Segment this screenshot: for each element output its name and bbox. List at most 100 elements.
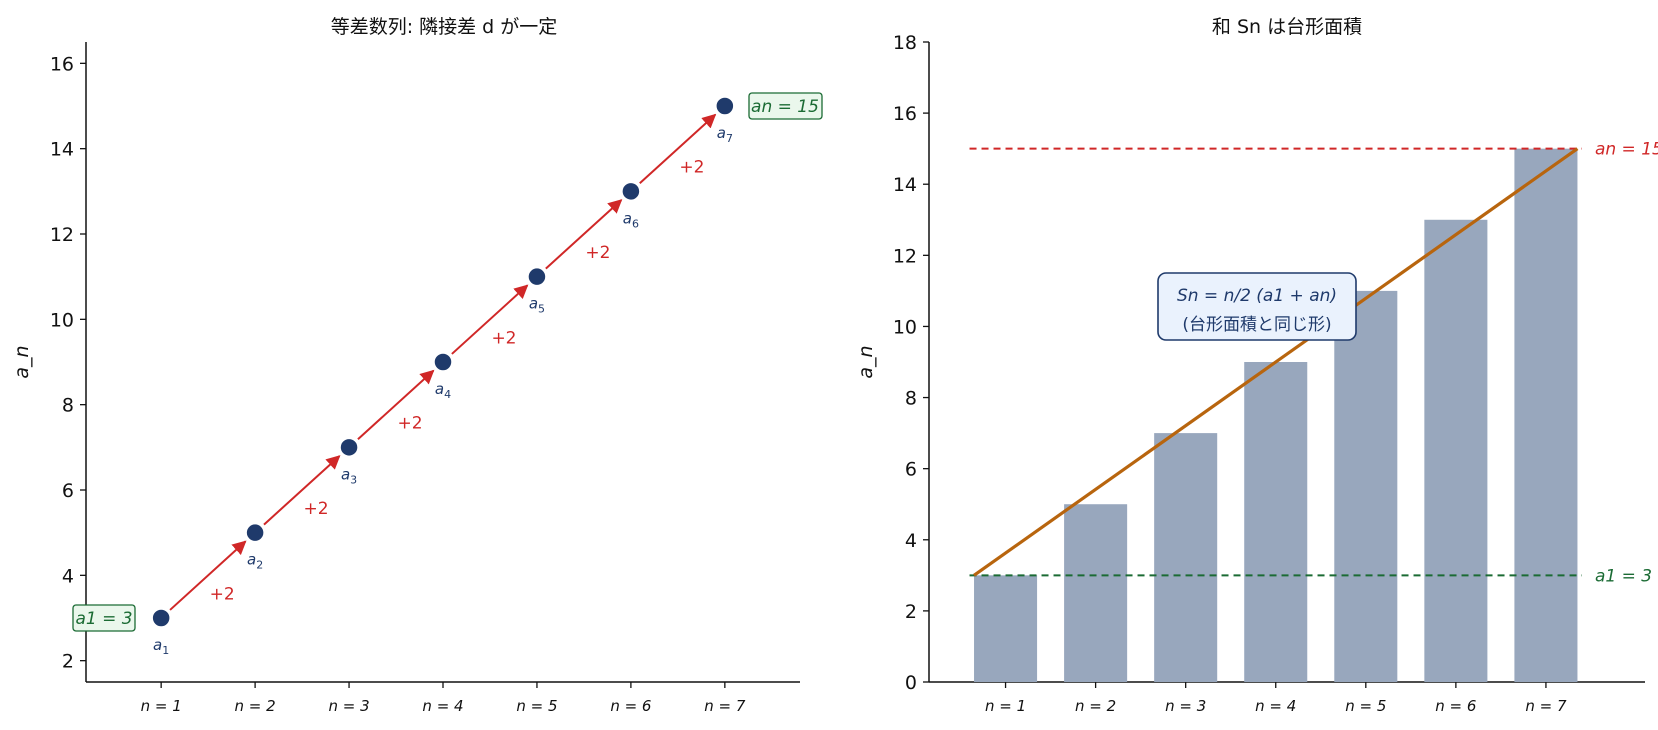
right-y-tick-label: 6 xyxy=(905,459,917,481)
sequence-point xyxy=(527,266,547,287)
sequence-point xyxy=(433,352,453,372)
point-label-index: 4 xyxy=(444,388,451,401)
point-label: a2 xyxy=(247,551,263,572)
left-annotations: a1 = 3 an = 15 xyxy=(72,92,823,632)
reference-line-label: a1 = 3 xyxy=(1595,566,1652,586)
point-label-base: a xyxy=(717,124,726,142)
left-y-tick-label: 14 xyxy=(50,139,74,161)
right-x-tick-label: n = 2 xyxy=(1075,697,1116,715)
point-label: a3 xyxy=(341,465,357,486)
left-y-tick-label: 8 xyxy=(62,395,74,417)
right-x-ticks: n = 1 n = 2 n = 3 n = 4 n = 5 n = 6 n = 7 xyxy=(985,682,1567,715)
left-x-ticks: n = 1 n = 2 n = 3 n = 4 n = 5 n = 6 n = 7 xyxy=(141,682,746,715)
right-x-tick-label: n = 1 xyxy=(985,697,1026,715)
point-label-base: a xyxy=(529,295,538,313)
left-x-tick-label: n = 2 xyxy=(235,697,276,715)
left-y-tick-label: 12 xyxy=(50,224,74,246)
left-y-ticks: 2 4 6 8 10 12 14 16 xyxy=(50,53,86,673)
right-bars xyxy=(974,148,1578,682)
right-reference-lines: an = 15 a1 = 3 xyxy=(969,140,1658,586)
left-chart-title: 等差数列: 隣接差 d が一定 xyxy=(331,16,558,38)
term-bar xyxy=(1514,148,1578,682)
term-bar xyxy=(1424,219,1488,682)
left-x-tick-label: n = 3 xyxy=(328,697,369,715)
left-y-tick-label: 16 xyxy=(50,53,74,75)
point-label: a7 xyxy=(717,124,733,145)
point-label-index: 5 xyxy=(538,303,545,316)
sequence-point xyxy=(245,522,265,543)
point-label-base: a xyxy=(435,380,444,398)
difference-arrow xyxy=(169,540,247,611)
left-x-tick-label: n = 4 xyxy=(422,697,463,715)
first-term-annotation: a1 = 3 xyxy=(75,609,132,629)
difference-arrow xyxy=(639,113,717,185)
left-x-tick-label: n = 5 xyxy=(516,697,557,715)
difference-arrow xyxy=(451,284,529,355)
right-y-tick-label: 0 xyxy=(905,672,917,694)
right-x-tick-label: n = 5 xyxy=(1345,697,1386,715)
formula-box: Sn = n/2 (a1 + an) (台形面積と同じ形) xyxy=(1157,272,1357,341)
difference-arrow xyxy=(357,369,435,441)
left-difference-arrows: +2 +2 +2 +2 +2 +2 xyxy=(169,113,717,611)
difference-arrow xyxy=(545,199,623,270)
left-x-tick-label: n = 7 xyxy=(704,697,746,715)
point-label-index: 2 xyxy=(256,559,263,572)
difference-label: +2 xyxy=(210,584,235,604)
point-label-index: 7 xyxy=(726,132,733,145)
point-label-index: 1 xyxy=(162,644,169,657)
right-x-tick-label: n = 6 xyxy=(1435,697,1476,715)
term-bar xyxy=(974,575,1038,682)
right-y-tick-label: 12 xyxy=(893,245,917,267)
left-x-tick-label: n = 1 xyxy=(141,697,182,715)
last-term-annotation-box xyxy=(748,92,823,120)
right-x-tick-label: n = 7 xyxy=(1525,697,1567,715)
difference-label: +2 xyxy=(397,414,422,434)
right-chart-title: 和 Sn は台形面積 xyxy=(1212,16,1362,38)
reference-line-label: an = 15 xyxy=(1595,140,1658,160)
left-y-axis-label: a_n xyxy=(11,345,33,378)
right-y-tick-label: 18 xyxy=(893,32,917,54)
right-y-tick-label: 16 xyxy=(893,103,917,125)
formula-subtext: (台形面積と同じ形) xyxy=(1182,315,1331,335)
right-y-axis-label: a_n xyxy=(855,345,877,378)
difference-label: +2 xyxy=(304,499,329,519)
left-y-tick-label: 4 xyxy=(62,565,74,587)
right-y-tick-label: 8 xyxy=(905,388,917,410)
term-bar xyxy=(1154,433,1218,682)
difference-label: +2 xyxy=(491,328,516,348)
point-label-base: a xyxy=(341,465,350,483)
right-y-tick-label: 14 xyxy=(893,174,917,196)
formula-text: Sn = n/2 (a1 + an) xyxy=(1177,286,1337,306)
left-x-tick-label: n = 6 xyxy=(610,697,651,715)
difference-label: +2 xyxy=(585,243,610,263)
point-label-base: a xyxy=(247,551,256,569)
point-label-base: a xyxy=(153,636,162,654)
right-y-tick-label: 2 xyxy=(905,601,917,623)
last-term-annotation: an = 15 xyxy=(751,97,819,117)
left-y-tick-label: 10 xyxy=(50,309,74,331)
right-y-tick-label: 10 xyxy=(893,316,917,338)
point-label-base: a xyxy=(623,209,632,227)
point-label: a4 xyxy=(435,380,451,401)
sequence-point xyxy=(339,437,359,458)
trapezoid-edge-line xyxy=(973,147,1579,577)
left-y-axis-label-text: a_n xyxy=(11,345,33,378)
left-y-tick-label: 2 xyxy=(62,651,74,673)
term-bar xyxy=(1244,362,1308,682)
sequence-point xyxy=(715,96,735,116)
first-term-annotation-box xyxy=(72,604,136,632)
point-label: a1 xyxy=(153,636,169,657)
sequence-point xyxy=(621,181,641,202)
point-label: a6 xyxy=(623,209,639,230)
right-x-tick-label: n = 4 xyxy=(1255,697,1296,715)
formula-box-frame xyxy=(1157,272,1357,341)
left-y-tick-label: 6 xyxy=(62,480,74,502)
difference-label: +2 xyxy=(679,158,704,178)
point-label-index: 6 xyxy=(632,217,639,230)
right-y-axis-label-text: a_n xyxy=(855,345,877,378)
sequence-point xyxy=(151,608,171,628)
right-y-ticks: 0 2 4 6 8 10 12 14 16 18 xyxy=(893,32,929,694)
